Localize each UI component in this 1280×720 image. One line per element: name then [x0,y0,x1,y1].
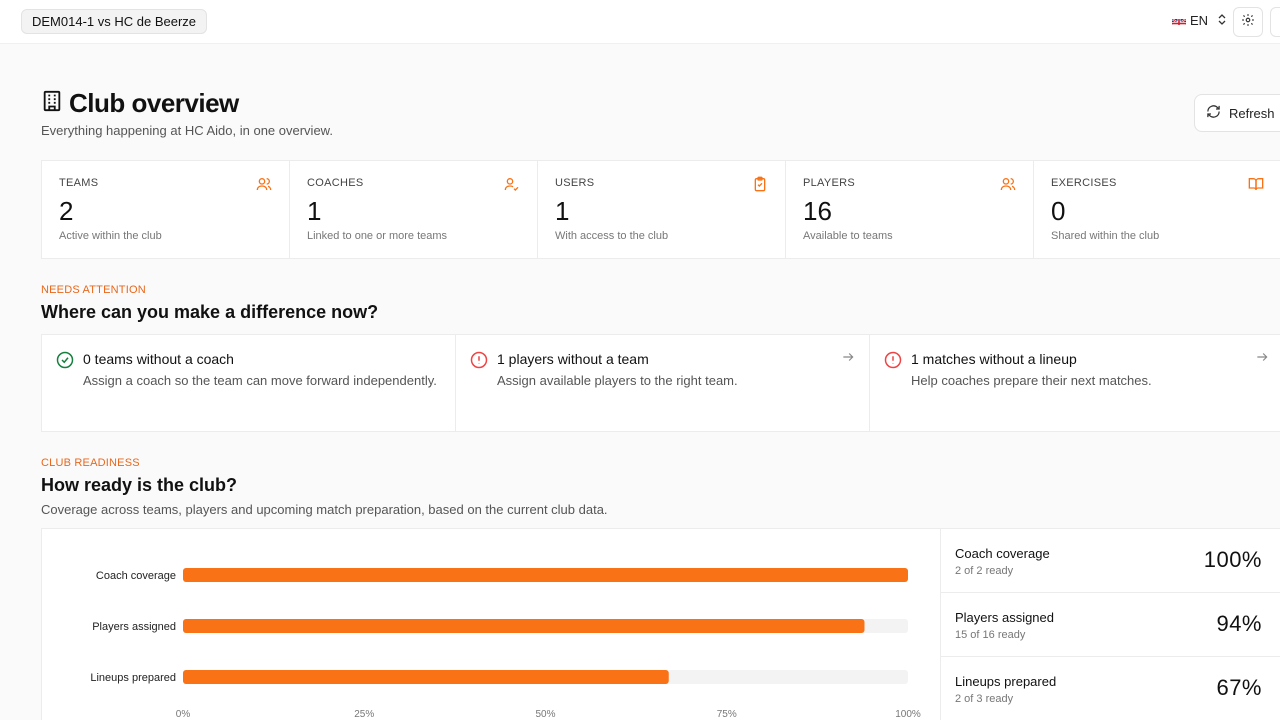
x-tick-label: 0% [176,709,191,720]
stat-label: TEAMS [59,177,99,189]
attention-title: Where can you make a difference now? [41,302,379,322]
account-button[interactable] [1270,7,1280,37]
stat-card-players[interactable]: PLAYERS 16 Available to teams [785,161,1033,258]
readiness-row-pct: 94% [1216,611,1262,636]
arrow-right-icon[interactable] [841,350,855,369]
attention-item-matches-without-lineup[interactable]: 1 matches without a lineup Help coaches … [869,335,1280,431]
refresh-icon [1206,104,1221,122]
readiness-row-sub: 2 of 3 ready [955,693,1014,705]
stat-label: USERS [555,177,595,189]
category-label: Coach coverage [96,570,176,582]
bar [183,568,908,582]
readiness-summary: Coach coverage 2 of 2 ready 100% Players… [940,528,1280,720]
stat-card-exercises[interactable]: EXERCISES 0 Shared within the club [1033,161,1280,258]
page-subtitle: Everything happening at HC Aido, in one … [41,123,333,138]
readiness-bar-chart: Coach coverage Players assigned Lineups pr… [90,568,921,720]
attention-item-players-without-team[interactable]: 1 players without a team Assign availabl… [455,335,869,431]
readiness-row-name: Coach coverage [955,546,1050,561]
readiness-row-sub: 15 of 16 ready [955,629,1026,641]
x-tick-label: 100% [895,709,921,720]
uk-flag-icon [1172,16,1186,25]
top-bar: DEM014-1 vs HC de Beerze EN [0,0,1280,44]
stat-desc: With access to the club [555,230,669,242]
stat-value: 2 [59,196,74,226]
stat-desc: Shared within the club [1051,230,1160,242]
refresh-label: Refresh [1229,105,1275,121]
readiness-row-name: Players assigned [955,610,1054,625]
users-icon [256,176,272,197]
readiness-eyebrow: CLUB READINESS [41,457,140,469]
user-check-icon [504,176,520,197]
arrow-right-icon[interactable] [1255,350,1269,369]
attention-item-title: 1 matches without a lineup [911,351,1077,367]
attention-item-title: 0 teams without a coach [83,351,234,367]
stat-cards: TEAMS 2 Active within the club COACHES 1… [41,160,1280,259]
x-tick-label: 75% [717,709,737,720]
attention-list: 0 teams without a coach Assign a coach s… [41,334,1280,432]
category-label: Lineups prepared [90,672,176,684]
stat-label: COACHES [307,177,364,189]
stat-label: PLAYERS [803,177,856,189]
readiness-row-pct: 100% [1203,547,1262,572]
gear-icon [1241,13,1255,32]
building-icon [41,90,63,117]
readiness-row-name: Lineups prepared [955,674,1057,689]
attention-eyebrow: NEEDS ATTENTION [41,284,146,296]
book-open-icon [1248,176,1264,197]
chevron-updown-icon [1218,13,1226,28]
readiness-row-sub: 2 of 2 ready [955,565,1014,577]
stat-value: 1 [555,196,570,226]
stat-desc: Active within the club [59,230,162,242]
attention-item-desc: Help coaches prepare their next matches. [911,373,1152,388]
match-selector[interactable]: DEM014-1 vs HC de Beerze [21,9,208,34]
page-title: Club overview [69,88,239,118]
bar [183,619,865,633]
readiness-title: How ready is the club? [41,475,238,495]
stat-card-users[interactable]: USERS 1 With access to the club [537,161,785,258]
readiness-row-players-assigned: Players assigned 15 of 16 ready 94% [941,593,1280,657]
bar [183,670,669,684]
attention-item-desc: Assign a coach so the team can move forw… [83,373,437,388]
stat-desc: Available to teams [803,230,893,242]
stat-value: 16 [803,196,832,226]
x-tick-label: 50% [535,709,555,720]
attention-item-desc: Assign available players to the right te… [497,373,738,388]
alert-circle-icon [884,351,902,374]
refresh-button[interactable]: Refresh [1194,94,1280,132]
stat-desc: Linked to one or more teams [307,230,448,242]
check-circle-icon [56,351,74,374]
clipboard-check-icon [752,176,768,197]
attention-item-teams-without-coach[interactable]: 0 teams without a coach Assign a coach s… [41,335,455,431]
settings-button[interactable] [1233,7,1263,37]
stat-value: 0 [1051,196,1066,226]
readiness-row-pct: 67% [1216,675,1262,700]
readiness-chart-panel: Coach coverage Players assigned Lineups pr… [41,528,940,720]
x-tick-label: 25% [354,709,374,720]
stat-card-coaches[interactable]: COACHES 1 Linked to one or more teams [289,161,537,258]
category-label: Players assigned [92,621,176,633]
stat-label: EXERCISES [1051,177,1117,189]
stat-card-teams[interactable]: TEAMS 2 Active within the club [41,161,289,258]
alert-circle-icon [470,351,488,374]
readiness-row-coach-coverage: Coach coverage 2 of 2 ready 100% [941,529,1280,593]
language-selector[interactable]: EN [1172,13,1226,28]
readiness-subtitle: Coverage across teams, players and upcom… [41,502,608,517]
readiness-row-lineups-prepared: Lineups prepared 2 of 3 ready 67% [941,657,1280,720]
stat-value: 1 [307,196,322,226]
users-icon [1000,176,1016,197]
attention-item-title: 1 players without a team [497,351,649,367]
page-header: Club overview [41,88,239,119]
language-label: EN [1190,13,1209,28]
